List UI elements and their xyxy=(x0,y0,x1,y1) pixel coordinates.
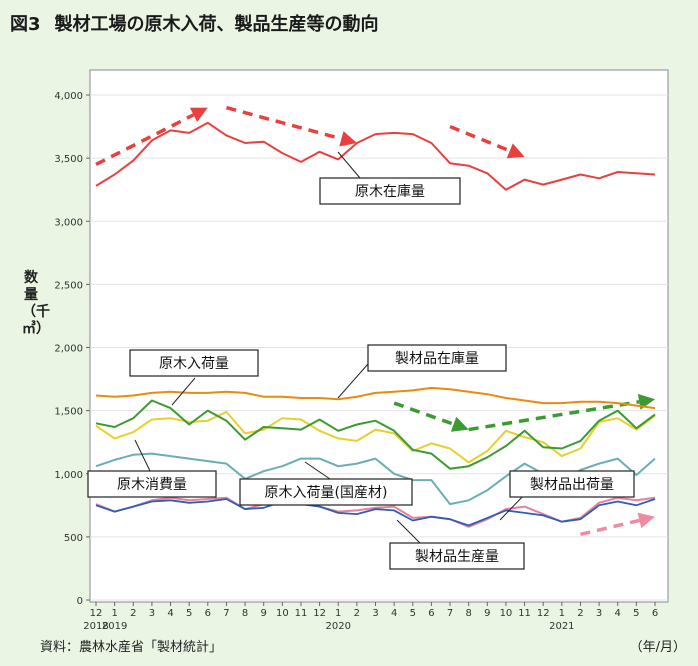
callout-leader xyxy=(134,439,151,472)
x-tick-label: 3 xyxy=(596,608,602,619)
x-tick-label: 9 xyxy=(484,608,490,619)
trend-arrow-head xyxy=(506,143,525,159)
callout-box xyxy=(319,177,461,205)
trend-arrow-line xyxy=(393,401,455,426)
callout-label: 原木入荷量(国産材) xyxy=(265,485,388,501)
callout-domestic_log_arrivals: 原木入荷量(国産材) xyxy=(239,461,413,506)
callout-leader xyxy=(337,151,361,179)
x-tick-label: 6 xyxy=(428,608,434,619)
x-tick-label: 8 xyxy=(465,608,471,619)
trend-arrow-line xyxy=(95,113,195,166)
x-tick-label: 4 xyxy=(391,608,397,619)
x-tick-label: 12 xyxy=(90,608,103,619)
x-tick-label: 1 xyxy=(559,608,565,619)
callout-box xyxy=(509,470,635,498)
callout-leader xyxy=(396,519,421,544)
x-year-label: 2020 xyxy=(326,621,351,632)
x-tick-label: 7 xyxy=(223,608,229,619)
y-tick-label: 1,500 xyxy=(54,407,83,418)
x-tick-label: 9 xyxy=(261,608,267,619)
trend-arrow-head xyxy=(637,512,655,529)
callout-box xyxy=(389,542,525,570)
callout-box xyxy=(367,344,507,372)
callout-box xyxy=(129,349,259,377)
x-tick-label: 6 xyxy=(652,608,658,619)
callout-log_inventory: 原木在庫量 xyxy=(319,151,461,205)
x-tick-label: 1 xyxy=(111,608,117,619)
series-line-lumber_production xyxy=(95,498,656,527)
x-axis-unit: （年/月） xyxy=(629,640,686,655)
x-year-label: 2019 xyxy=(102,621,127,632)
x-tick-label: 2 xyxy=(577,608,583,619)
figure-title-text: 製材工場の原木入荷、製品生産等の動向 xyxy=(54,14,379,35)
x-tick-label: 11 xyxy=(295,608,308,619)
trend-arrow-head xyxy=(339,131,357,147)
callout-label: 原木消費量 xyxy=(117,477,187,493)
callout-leader xyxy=(304,461,331,480)
trend-arrow-head xyxy=(189,107,208,122)
y-tick-label: 4,000 xyxy=(54,91,83,102)
callout-log_arrivals: 原木入荷量 xyxy=(129,349,259,406)
x-tick-label: 6 xyxy=(205,608,211,619)
callout-log_consumption: 原木消費量 xyxy=(87,439,217,498)
x-tick-label: 8 xyxy=(242,608,248,619)
callout-label: 製材品出荷量 xyxy=(530,477,614,493)
source-note: 資料：農林水産省「製材統計」 xyxy=(40,640,223,655)
y-tick-label: 2,000 xyxy=(54,344,83,355)
series-line-log_arrivals xyxy=(95,399,656,470)
x-tick-label: 7 xyxy=(447,608,453,619)
series-line-log_inventory xyxy=(95,121,656,191)
callout-lumber_production: 製材品生産量 xyxy=(389,519,525,570)
trend-arrow-line xyxy=(468,400,640,432)
x-tick-label: 12 xyxy=(313,608,326,619)
trend-arrow-line xyxy=(449,124,511,153)
x-year-label: 2021 xyxy=(549,621,574,632)
y-tick-label: 2,500 xyxy=(54,280,83,291)
trend-arrow-line xyxy=(225,105,342,141)
x-tick-label: 2 xyxy=(130,608,136,619)
x-tick-label: 12 xyxy=(537,608,550,619)
y-tick-label: 3,000 xyxy=(54,217,83,228)
x-tick-label: 5 xyxy=(186,608,192,619)
x-tick-label: 5 xyxy=(410,608,416,619)
x-year-label: 2018 xyxy=(83,621,108,632)
x-tick-label: 10 xyxy=(276,608,289,619)
callout-label: 原木在庫量 xyxy=(355,183,425,200)
x-tick-label: 4 xyxy=(615,608,621,619)
trend-arrow-head xyxy=(450,416,469,432)
x-tick-label: 11 xyxy=(518,608,531,619)
figure-title: 図3 製材工場の原木入荷、製品生産等の動向 xyxy=(10,10,379,36)
x-tick-label: 2 xyxy=(354,608,360,619)
callout-label: 原木入荷量 xyxy=(159,356,229,372)
y-tick-label: 500 xyxy=(64,533,83,544)
plot-area xyxy=(89,69,669,603)
series-line-lumber_inventory xyxy=(95,386,656,410)
x-tick-label: 5 xyxy=(633,608,639,619)
callout-leader xyxy=(337,363,369,399)
figure-number: 図3 xyxy=(10,14,41,35)
y-tick-label: 0 xyxy=(77,596,83,607)
series-line-log_consumption xyxy=(95,410,656,464)
callout-label: 製材品生産量 xyxy=(415,549,499,565)
callout-lumber_inventory: 製材品在庫量 xyxy=(337,344,507,399)
callout-box xyxy=(239,478,413,506)
callout-label: 製材品在庫量 xyxy=(395,350,479,367)
x-tick-label: 4 xyxy=(167,608,173,619)
y-tick-label: 3,500 xyxy=(54,154,83,165)
x-tick-label: 10 xyxy=(500,608,513,619)
y-tick-label: 1,000 xyxy=(54,470,83,481)
callout-leader xyxy=(499,493,526,521)
x-tick-label: 3 xyxy=(372,608,378,619)
x-tick-label: 1 xyxy=(335,608,341,619)
callout-leader xyxy=(171,377,196,406)
callout-lumber_shipments: 製材品出荷量 xyxy=(499,470,635,521)
x-tick-label: 3 xyxy=(149,608,155,619)
callout-box xyxy=(87,470,217,498)
